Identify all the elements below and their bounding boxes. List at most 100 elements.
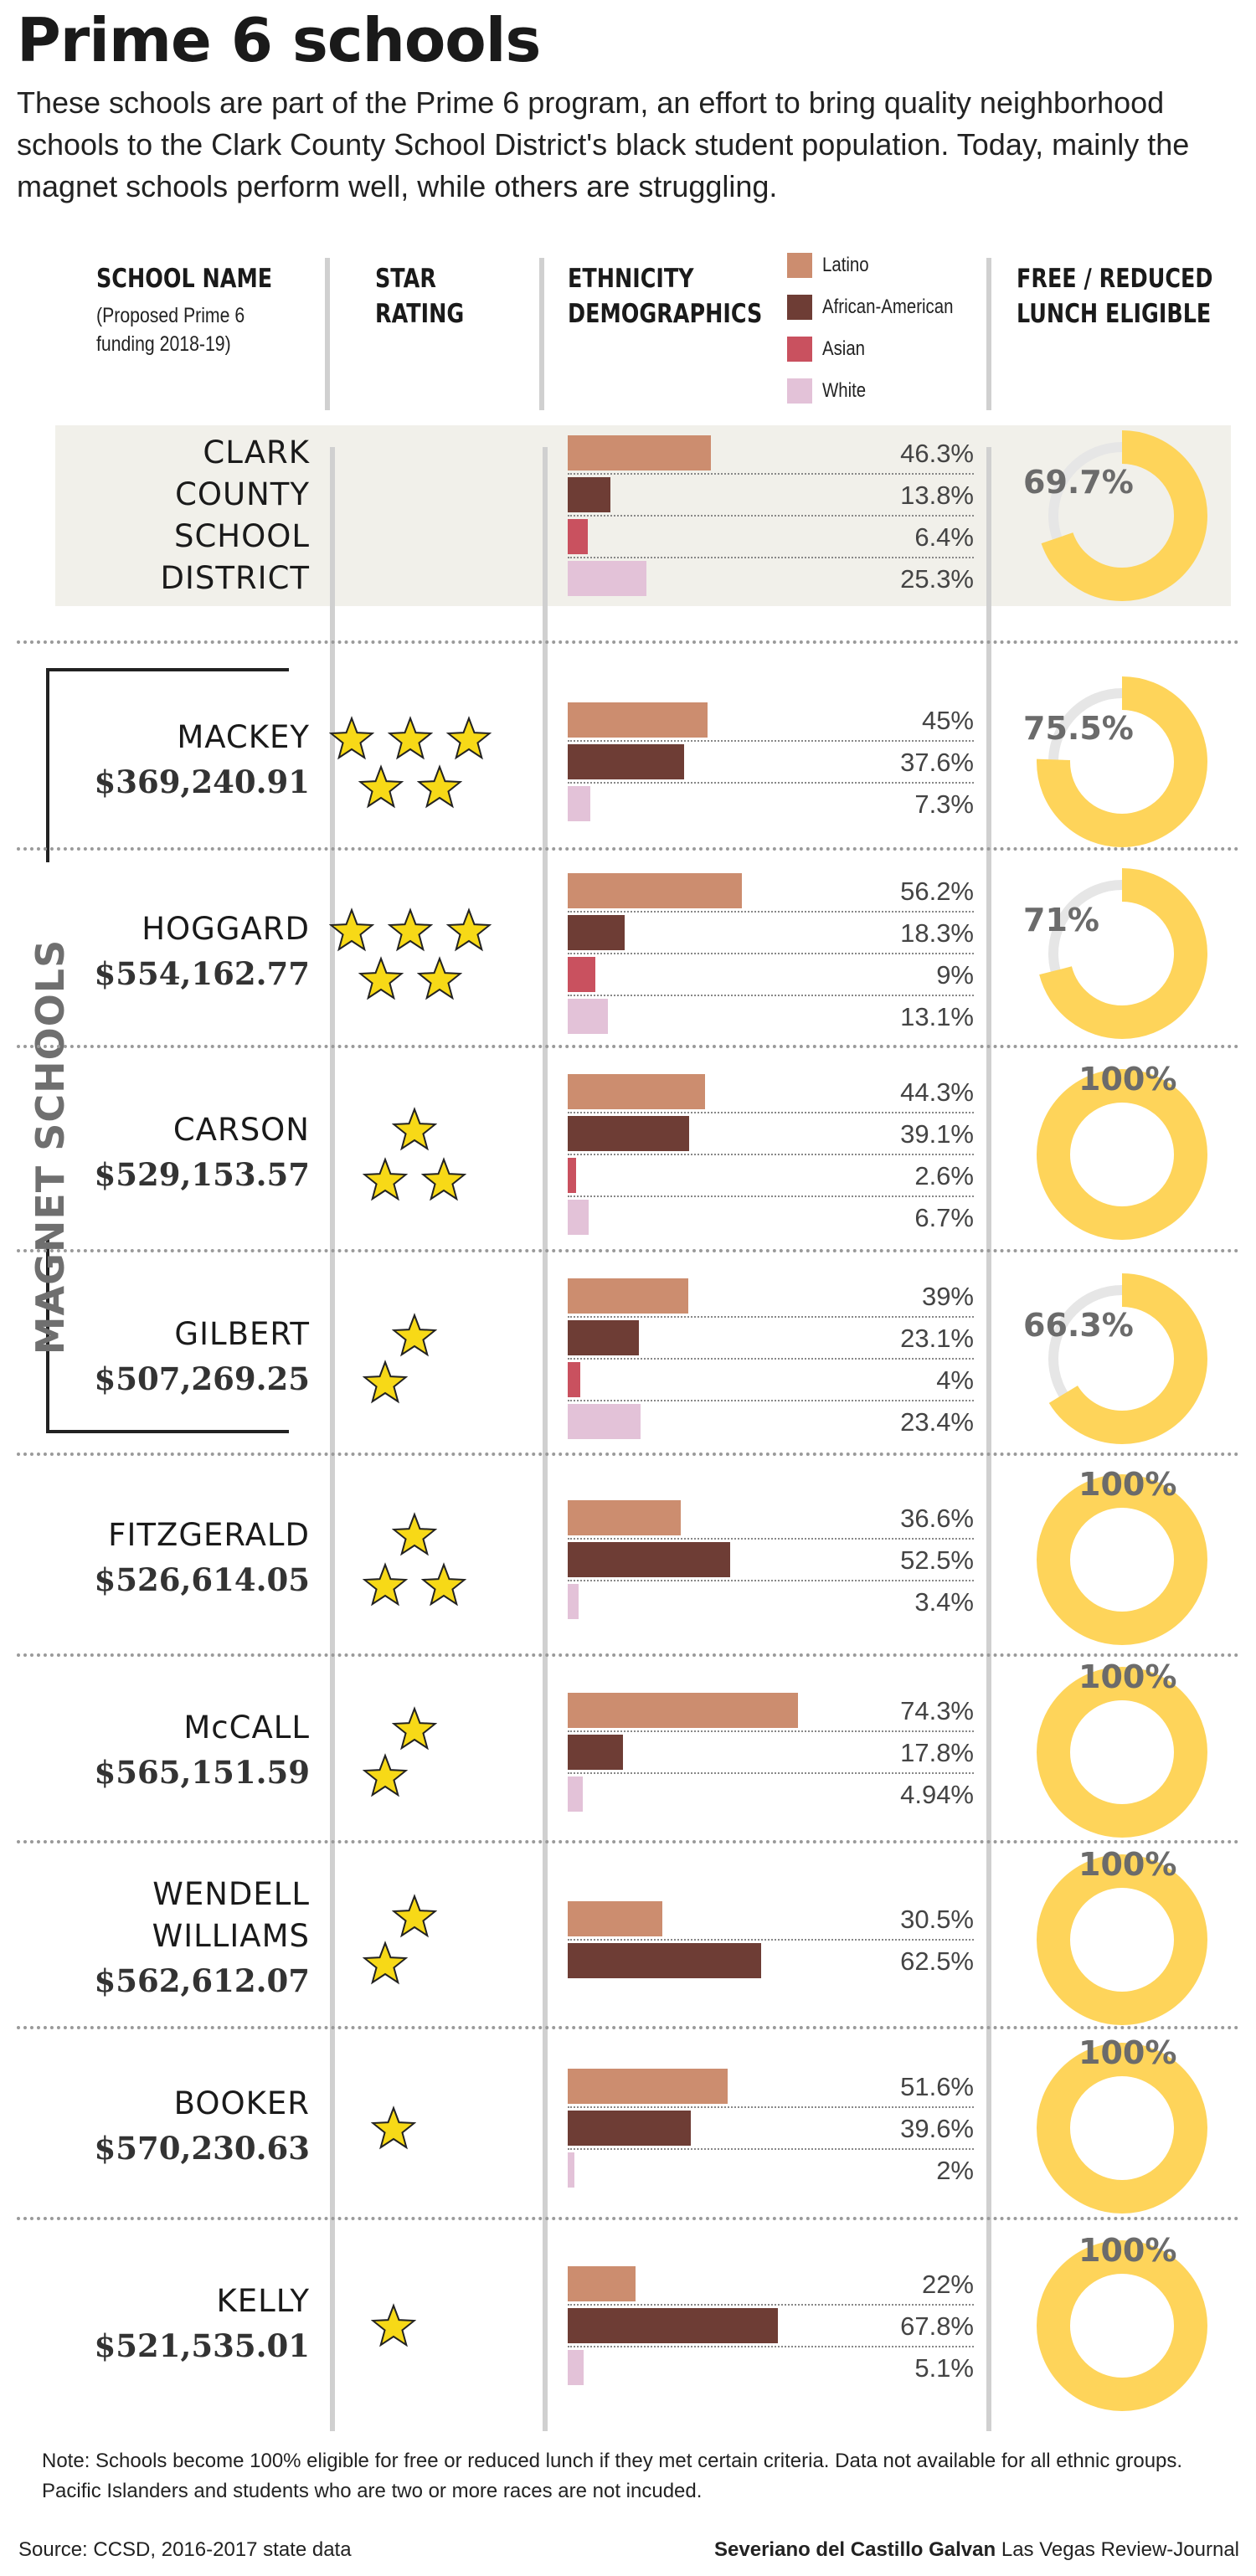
bar-guide-line: [568, 473, 974, 475]
lunch-donut: [1037, 676, 1207, 847]
ethnicity-bar: [568, 435, 712, 470]
ethnicity-bar: [568, 519, 588, 554]
ethnicity-value-label: 6.4%: [914, 522, 974, 552]
star-icon: [421, 1156, 466, 1201]
school-name: DISTRICT: [160, 560, 310, 596]
star-icon: [363, 1561, 408, 1606]
ethnicity-value-label: 13.1%: [900, 1001, 974, 1031]
row-separator: [17, 1453, 1239, 1456]
bar-guide-line: [568, 1357, 974, 1360]
ethnicity-bar: [568, 1900, 662, 1936]
legend-label: Latino: [822, 254, 869, 276]
school-name: GILBERT: [174, 1315, 310, 1352]
bar-guide-line: [568, 740, 974, 742]
lunch-donut: [1037, 1854, 1207, 2025]
bar-guide-line: [568, 1195, 974, 1197]
lunch-donut-arc: [1037, 1273, 1207, 1444]
ethnicity-value-label: 22%: [921, 2269, 974, 2299]
school-name: BOOKER: [173, 2085, 310, 2121]
ethnicity-bar: [568, 1776, 584, 1812]
star-icon: [392, 1893, 437, 1937]
school-funding: $507,269.25: [94, 1360, 310, 1397]
header-school-name-sub-1: (Proposed Prime 6: [96, 304, 245, 327]
ethnicity-bar: [568, 2152, 574, 2188]
ethnicity-bar: [568, 1319, 640, 1355]
lunch-donut-arc: [1037, 430, 1207, 601]
header-star-rating-1: STAR: [375, 264, 436, 294]
ethnicity-bar: [568, 2068, 728, 2104]
ethnicity-value-label: 62.5%: [900, 1946, 974, 1976]
row-separator: [17, 1840, 1239, 1843]
bar-guide-line: [568, 1399, 974, 1401]
ethnicity-bar: [568, 1361, 580, 1397]
ethnicity-value-label: 2%: [936, 2155, 974, 2185]
lunch-value-label: 100%: [1078, 1465, 1177, 1503]
school-funding: $529,153.57: [94, 1155, 310, 1193]
body-rule-2: [543, 447, 548, 2431]
ethnicity-value-label: 6.7%: [914, 1202, 974, 1232]
ethnicity-value-label: 56.2%: [900, 876, 974, 906]
ethnicity-value-label: 67.8%: [900, 2311, 974, 2341]
ethnicity-bar: [568, 1403, 641, 1439]
bar-guide-line: [568, 1111, 974, 1113]
school-funding: $562,612.07: [94, 1962, 310, 1999]
lunch-donut-arc: [1037, 2042, 1207, 2214]
ethnicity-value-label: 39.1%: [900, 1118, 974, 1149]
bar-guide-line: [568, 2106, 974, 2108]
ethnicity-value-label: 13.8%: [900, 481, 974, 510]
bar-guide-line: [568, 2345, 974, 2347]
star-icon: [392, 1511, 437, 1555]
header-lunch-2: LUNCH ELIGIBLE: [1017, 299, 1212, 329]
lunch-value-label: 100%: [1078, 2034, 1177, 2071]
school-name: CLARK: [203, 434, 310, 470]
ethnicity-value-label: 17.8%: [900, 1737, 974, 1767]
ethnicity-bar: [568, 2307, 778, 2343]
lunch-donut: [1037, 1273, 1207, 1444]
star-icon: [446, 907, 492, 951]
legend-label: Asian: [822, 337, 866, 360]
source-text: Source: CCSD, 2016-2017 state data: [18, 2538, 352, 2561]
legend-item: Latino: [787, 253, 877, 278]
credit-author: Severiano del Castillo Galvan: [714, 2538, 996, 2561]
ethnicity-value-label: 9%: [936, 959, 974, 990]
star-icon: [358, 764, 404, 809]
credit-org: Las Vegas Review-Journal: [1001, 2538, 1239, 2561]
lunch-value-label: 100%: [1078, 1658, 1177, 1695]
ethnicity-value-label: 39.6%: [900, 2113, 974, 2143]
footnote: Note: Schools become 100% eligible for f…: [42, 2450, 1183, 2502]
ethnicity-bar: [568, 1199, 589, 1235]
lunch-value-label: 75.5%: [1023, 710, 1134, 747]
ethnicity-value-label: 4.94%: [900, 1779, 974, 1809]
star-icon: [329, 907, 374, 951]
row-separator: [17, 1045, 1239, 1048]
header-ethnicity-1: ETHNICITY: [568, 264, 694, 294]
school-name: SCHOOL: [173, 518, 310, 554]
star-icon: [392, 1312, 437, 1356]
ethnicity-value-label: 51.6%: [900, 2071, 974, 2101]
lunch-donut-arc: [1037, 867, 1207, 1039]
bar-guide-line: [568, 910, 974, 913]
ethnicity-value-label: 2.6%: [914, 1160, 974, 1190]
ethnicity-value-label: 5.1%: [914, 2352, 974, 2383]
star-icon: [392, 1705, 437, 1750]
body-rule-3: [986, 447, 991, 2431]
bar-guide-line: [568, 1730, 974, 1732]
lunch-donut-arc: [1037, 1854, 1207, 2025]
school-funding: $526,614.05: [94, 1561, 310, 1598]
row-separator: [17, 640, 1239, 644]
ethnicity-value-label: 46.3%: [900, 439, 974, 468]
lunch-value-label: 66.3%: [1023, 1306, 1134, 1344]
ethnicity-bar: [568, 1278, 689, 1314]
star-icon: [329, 716, 374, 760]
ethnicity-value-label: 23.4%: [900, 1406, 974, 1437]
ethnicity-value-label: 39%: [921, 1281, 974, 1311]
school-funding: $565,151.59: [94, 1753, 310, 1791]
star-icon: [371, 2105, 416, 2149]
school-name: FITZGERALD: [108, 1516, 310, 1553]
lunch-value-label: 100%: [1078, 2231, 1177, 2269]
school-name: HOGGARD: [142, 910, 310, 947]
star-icon: [371, 2302, 416, 2347]
row-separator: [17, 1249, 1239, 1252]
ethnicity-value-label: 45%: [921, 706, 974, 735]
bar-guide-line: [568, 2303, 974, 2306]
